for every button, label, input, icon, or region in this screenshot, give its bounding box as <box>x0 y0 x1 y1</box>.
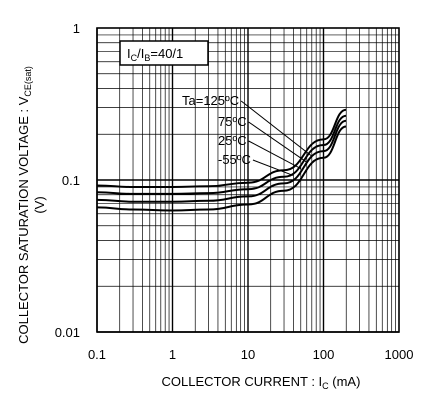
condition-label: IC/IB=40/1 <box>127 46 183 63</box>
series-label: -55ºC <box>218 152 251 167</box>
plot-frame <box>96 27 400 333</box>
x-tick-label: 10 <box>241 347 255 362</box>
condition-box: IC/IB=40/1 <box>119 40 209 66</box>
series-leader-line <box>252 159 294 177</box>
series-leader-line <box>248 121 308 163</box>
series-curve <box>96 119 347 203</box>
y-axis-label: COLLECTOR SATURATION VOLTAGE : VCE(sat) <box>16 66 33 344</box>
series-curve <box>96 108 347 189</box>
chart-grid <box>96 27 400 333</box>
chart-curves <box>96 108 347 212</box>
y-tick-label: 0.1 <box>62 173 80 188</box>
x-tick-label: 100 <box>313 347 335 362</box>
series-label: 75ºC <box>218 114 247 129</box>
x-axis-label: COLLECTOR CURRENT : IC (mA) <box>162 374 361 391</box>
series-curve <box>96 114 347 195</box>
series-leader-line <box>248 140 302 169</box>
series-label: 25ºC <box>218 133 247 148</box>
y-tick-label: 1 <box>73 21 80 36</box>
y-tick-label: 0.01 <box>55 325 80 340</box>
tick-labels: 0.1 1 10 100 1000 0.01 0.1 1 <box>55 21 414 362</box>
series-callouts: Ta=125ºC 75ºC 25ºC -55ºC <box>182 93 313 177</box>
condition-box-frame <box>119 40 209 66</box>
series-leader-line <box>240 100 313 157</box>
x-tick-label: 1000 <box>385 347 414 362</box>
x-tick-label: 1 <box>169 347 176 362</box>
x-tick-label: 0.1 <box>88 347 106 362</box>
y-axis-unit: (V) <box>32 196 47 213</box>
series-label: Ta=125ºC <box>182 93 239 108</box>
series-curve <box>96 125 347 212</box>
